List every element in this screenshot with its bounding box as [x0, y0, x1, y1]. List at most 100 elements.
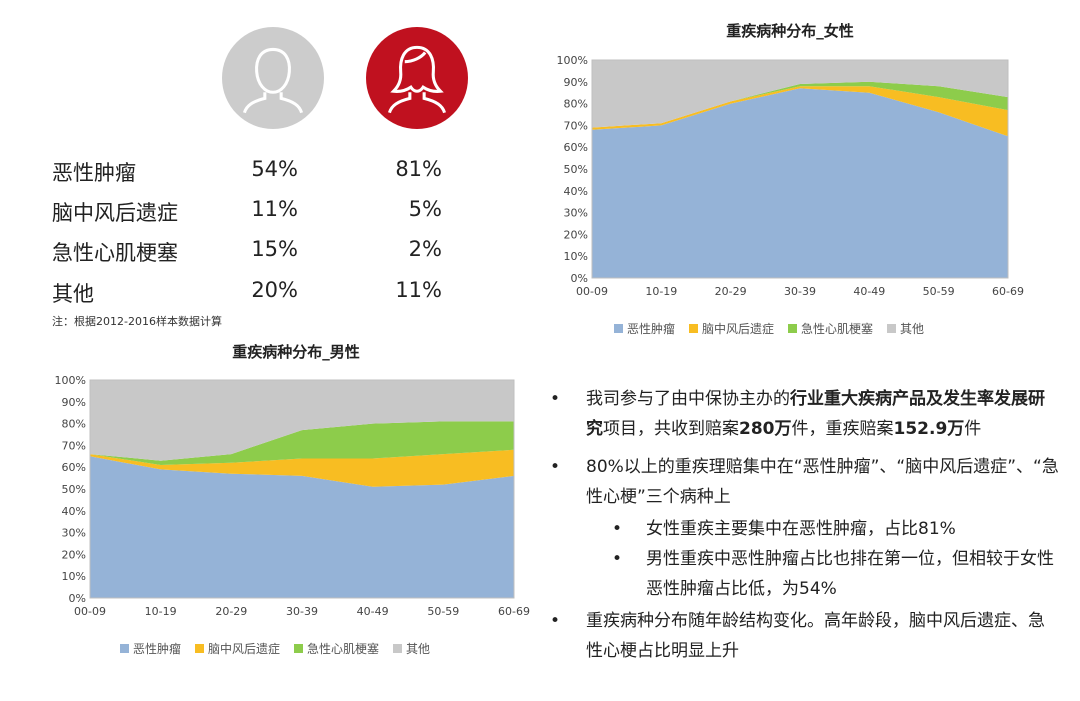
legend-label: 急性心肌梗塞	[801, 322, 874, 336]
male-avatar	[222, 27, 324, 129]
y-tick-label: 20%	[564, 228, 588, 241]
bullet-bold: 280万	[739, 419, 792, 439]
bullet-text: 我司参与了由中保协主办的	[586, 389, 790, 409]
y-tick-label: 100%	[55, 374, 86, 387]
list-item: • 80%以上的重疾理赔集中在“恶性肿瘤”、“脑中风后遗症”、“急性心梗”三个病…	[540, 452, 1060, 512]
female-chart-title: 重疾病种分布_女性	[726, 22, 854, 40]
legend-item: 恶性肿瘤	[614, 320, 675, 337]
x-tick-label: 20-29	[215, 605, 247, 618]
row-label: 脑中风后遗症	[52, 201, 178, 225]
legend-swatch	[195, 644, 205, 653]
x-tick-label: 50-59	[427, 605, 459, 618]
y-tick-label: 40%	[564, 185, 588, 198]
list-item: • 男性重疾中恶性肿瘤占比也排在第一位，但相较于女性恶性肿瘤占比低，为54%	[540, 544, 1060, 604]
y-tick-label: 10%	[564, 250, 588, 263]
bullet-list: • 我司参与了由中保协主办的行业重大疾病产品及发生率发展研究项目，共收到赔案28…	[540, 384, 1060, 666]
male-value: 54%	[251, 157, 298, 181]
male-chart-title: 重疾病种分布_男性	[232, 343, 360, 361]
legend-item: 其他	[393, 640, 430, 657]
y-tick-label: 90%	[564, 76, 588, 89]
legend-swatch	[788, 324, 798, 333]
y-tick-label: 80%	[62, 418, 86, 431]
x-tick-label: 00-09	[74, 605, 106, 618]
y-tick-label: 60%	[564, 141, 588, 154]
legend-label: 其他	[406, 642, 431, 656]
area-series-1	[592, 88, 1008, 278]
female-chart-legend: 恶性肿瘤 脑中风后遗症 急性心肌梗塞 其他	[614, 320, 924, 337]
y-tick-label: 20%	[62, 548, 86, 561]
woman-icon	[387, 45, 447, 114]
x-tick-label: 30-39	[784, 285, 816, 298]
male-value: 20%	[251, 278, 298, 302]
area-series-2	[90, 449, 514, 487]
legend-swatch	[614, 324, 623, 333]
x-tick-label: 60-69	[992, 285, 1024, 298]
x-tick-label: 10-19	[645, 285, 677, 298]
plot-frame	[591, 59, 1009, 279]
x-tick-label: 40-49	[357, 605, 389, 618]
female-area-chart: 0% 10% 20% 30% 40% 50% 60% 70% 80% 90% 100% 00-09 10…	[557, 54, 1024, 298]
legend-swatch	[393, 644, 403, 653]
bullet-dot: •	[550, 611, 561, 631]
x-tick-label: 30-39	[286, 605, 318, 618]
area-series-1	[90, 456, 514, 598]
row-label: 其他	[52, 282, 94, 306]
legend-swatch	[294, 644, 304, 653]
bullet-bold: 行业重大疾病产品及发生率发展研究	[586, 389, 1045, 439]
legend-label: 恶性肿瘤	[627, 322, 676, 336]
x-tick-label: 40-49	[853, 285, 885, 298]
female-avatar	[366, 27, 468, 129]
male-value: 11%	[251, 197, 298, 221]
female-value: 11%	[395, 278, 442, 302]
bullet-text: 女性重疾主要集中在恶性肿瘤，占比81%	[646, 519, 956, 539]
y-tick-label: 70%	[564, 119, 588, 132]
person-icon	[242, 47, 304, 114]
area-series-2	[592, 86, 1008, 137]
y-tick-label: 30%	[564, 207, 588, 220]
female-value: 81%	[395, 157, 442, 181]
bullet-text: 件，重疾赔案	[791, 419, 894, 439]
bullet-text: 80%以上的重疾理赔集中在“恶性肿瘤”、“脑中风后遗症”、“急性心梗”三个病种上	[586, 457, 1059, 507]
y-tick-label: 0%	[571, 272, 588, 285]
legend-label: 脑中风后遗症	[208, 642, 281, 656]
y-tick-label: 50%	[564, 163, 588, 176]
bullet-dot: •	[550, 389, 561, 409]
y-tick-label: 60%	[62, 461, 86, 474]
legend-swatch	[887, 324, 897, 333]
area-series-4	[592, 60, 1008, 128]
list-item: • 我司参与了由中保协主办的行业重大疾病产品及发生率发展研究项目，共收到赔案28…	[540, 384, 1060, 444]
male-value: 15%	[251, 237, 298, 261]
y-tick-label: 40%	[62, 505, 86, 518]
legend-item: 脑中风后遗症	[195, 640, 280, 657]
legend-swatch	[689, 324, 699, 333]
legend-label: 脑中风后遗症	[702, 322, 775, 336]
y-tick-label: 70%	[62, 439, 86, 452]
bullet-dot: •	[612, 549, 623, 569]
bullet-dot: •	[550, 457, 561, 477]
male-area-chart: 0% 10% 20% 30% 40% 50% 60% 70% 80% 90% 100% 00-09 10…	[55, 374, 530, 618]
row-label: 急性心肌梗塞	[52, 241, 178, 265]
x-tick-label: 60-69	[498, 605, 530, 618]
legend-item: 急性心肌梗塞	[294, 640, 379, 657]
row-label: 恶性肿瘤	[52, 161, 136, 185]
legend-swatch	[120, 644, 129, 653]
table-note: 注：根据2012-2016样本数据计算	[52, 315, 222, 328]
bullet-text: 男性重疾中恶性肿瘤占比也排在第一位，但相较于女性恶性肿瘤占比低，为54%	[646, 549, 1054, 599]
legend-label: 其他	[900, 322, 925, 336]
y-tick-label: 30%	[62, 527, 86, 540]
bullet-bold: 152.9万	[893, 419, 965, 439]
legend-label: 恶性肿瘤	[133, 642, 182, 656]
plot-frame	[89, 379, 515, 599]
x-tick-label: 50-59	[923, 285, 955, 298]
x-tick-label: 10-19	[145, 605, 177, 618]
legend-item: 脑中风后遗症	[689, 320, 774, 337]
area-series-4	[90, 380, 514, 461]
area-series-3	[90, 421, 514, 465]
bullet-text: 重疾病种分布随年龄结构变化。高年龄段，脑中风后遗症、急性心梗占比明显上升	[586, 611, 1045, 661]
x-tick-label: 00-09	[576, 285, 608, 298]
y-tick-label: 90%	[62, 396, 86, 409]
list-item: • 重疾病种分布随年龄结构变化。高年龄段，脑中风后遗症、急性心梗占比明显上升	[540, 606, 1060, 666]
female-value: 2%	[408, 237, 442, 261]
legend-label: 急性心肌梗塞	[307, 642, 380, 656]
bullet-text: 件	[964, 419, 982, 439]
